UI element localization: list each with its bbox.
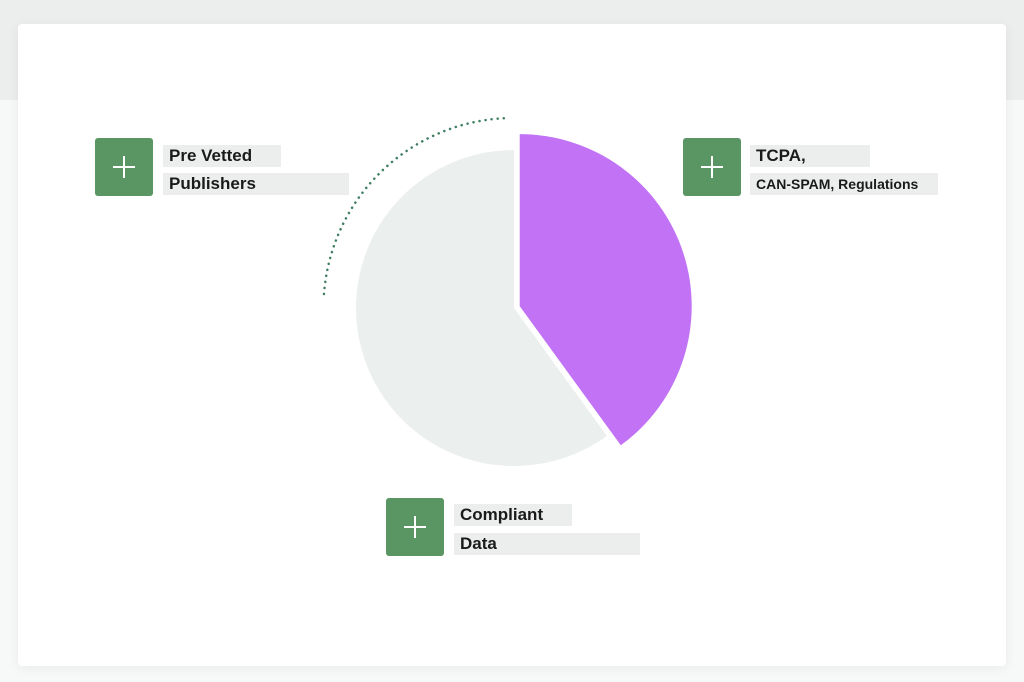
pie-slice-other bbox=[355, 150, 607, 466]
plus-icon bbox=[113, 156, 135, 178]
plus-icon bbox=[404, 516, 426, 538]
pre-vetted-label-line1: Pre Vetted bbox=[163, 145, 281, 167]
pie-slice-highlighted bbox=[519, 134, 692, 446]
pre-vetted-label-line2: Publishers bbox=[163, 173, 349, 195]
tcpa-label-line1: TCPA, bbox=[750, 145, 870, 167]
add-compliant-data-button[interactable] bbox=[386, 498, 444, 556]
plus-icon bbox=[701, 156, 723, 178]
compliant-label-line2: Data bbox=[454, 533, 640, 555]
dotted-arc-decoration bbox=[322, 116, 509, 296]
tcpa-label-line2: CAN-SPAM, Regulations bbox=[750, 173, 938, 195]
compliant-label-line1: Compliant bbox=[454, 504, 572, 526]
add-tcpa-button[interactable] bbox=[683, 138, 741, 196]
add-pre-vetted-publishers-button[interactable] bbox=[95, 138, 153, 196]
